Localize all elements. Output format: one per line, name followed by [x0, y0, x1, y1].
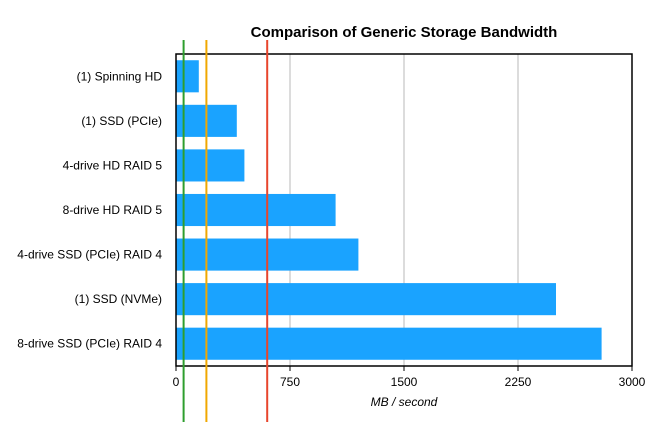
x-tick-label: 1500 [391, 375, 418, 389]
x-tick-label: 2250 [505, 375, 532, 389]
reference-lines [182, 40, 269, 422]
x-axis-label: MB / second [371, 395, 438, 409]
bar [176, 283, 556, 316]
bar [176, 149, 245, 182]
x-tick-label: 3000 [619, 375, 646, 389]
bar [176, 327, 602, 360]
category-label: (1) SSD (PCIe) [81, 114, 162, 128]
chart-title: Comparison of Generic Storage Bandwidth [251, 24, 558, 41]
category-label: 8-drive SSD (PCIe) RAID 4 [17, 337, 162, 351]
category-label: (1) SSD (NVMe) [75, 292, 162, 306]
category-labels: (1) Spinning HD (1) SSD (PCIe) 4-drive HD … [17, 69, 162, 350]
bar [176, 193, 336, 227]
bars [176, 60, 602, 360]
category-label: (1) Spinning HD [77, 69, 163, 83]
bar [176, 60, 199, 93]
category-label: 4-drive SSD (PCIe) RAID 4 [17, 248, 162, 262]
category-label: 4-drive HD RAID 5 [63, 158, 163, 172]
category-label: 8-drive HD RAID 5 [63, 203, 163, 217]
x-tick-label: 750 [280, 375, 300, 389]
x-tick-labels: 0 750 1500 2250 3000 [173, 366, 646, 389]
x-tick-label: 0 [173, 375, 180, 389]
